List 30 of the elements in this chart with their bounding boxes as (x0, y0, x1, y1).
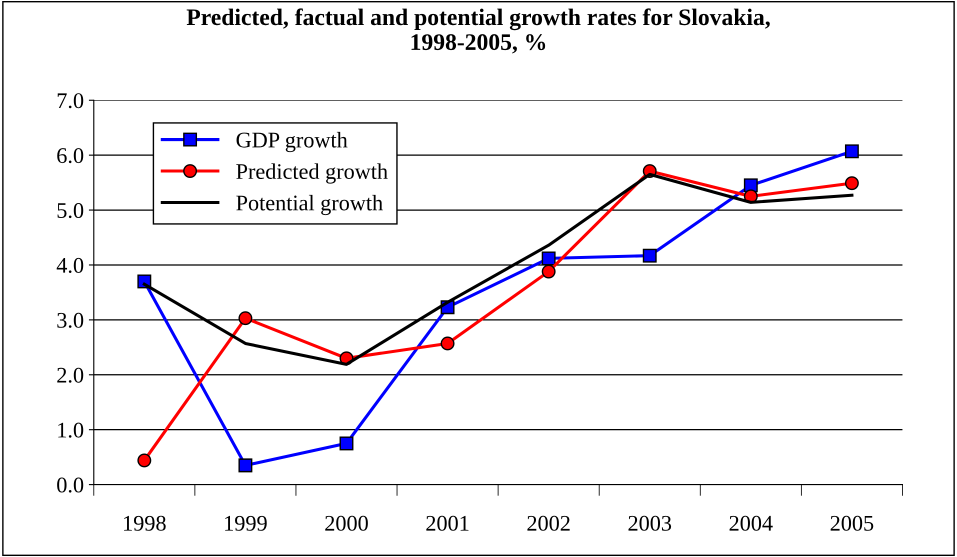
y-tick-label: 6.0 (57, 148, 84, 164)
x-tick-label: 2001 (426, 516, 468, 531)
y-tick-label: 4.0 (56, 258, 84, 273)
point (542, 264, 556, 279)
point (642, 248, 657, 263)
x-tick-label: 2005 (830, 516, 874, 531)
x-tick-label: 2002 (527, 516, 570, 531)
y-tick-label: 3.0 (57, 312, 84, 328)
point (137, 453, 152, 468)
point (238, 311, 252, 326)
x-tick-label: 2003 (628, 516, 672, 531)
y-tick-label: 7.0 (58, 93, 84, 108)
y-tick-label: 0.0 (57, 478, 84, 493)
y-tick-label: 5.0 (58, 203, 84, 218)
legend-label: GDP growth (236, 132, 348, 152)
y-tick-label: 2.0 (57, 368, 84, 383)
point (844, 144, 859, 158)
point (340, 436, 354, 450)
chart-title: Predicted, factual and potential growth rates for Slovakia, 1998-2005, % (186, 8, 770, 54)
x-tick-label: 1998 (124, 516, 166, 531)
legend-label: Predicted growth (236, 163, 388, 184)
point (844, 176, 859, 190)
x-tick-label: 2004 (730, 516, 773, 531)
x-tick-label: 2000 (325, 516, 368, 531)
legend-label: Potential growth (236, 194, 383, 216)
point (440, 336, 455, 350)
point (542, 251, 556, 266)
point (238, 458, 252, 472)
y-tick-label: 1.0 (58, 422, 84, 438)
x-tick-label: 1999 (225, 516, 267, 531)
